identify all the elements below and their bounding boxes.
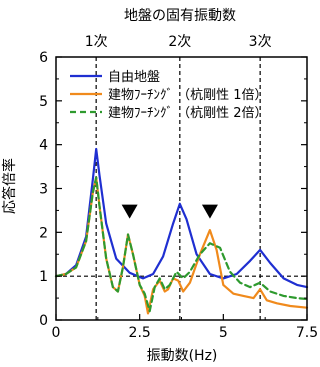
mode-label-2: 2次: [168, 34, 191, 50]
legend-label-2: 建物ﾌｰﾁﾝｸﾞ （杭剛性 1倍）: [108, 88, 268, 103]
mode-label-3: 3次: [249, 34, 272, 50]
legend-label-3: 建物ﾌｰﾁﾝｸﾞ （杭剛性 2倍）: [108, 106, 268, 121]
y-tick-label-6: 6: [39, 50, 48, 66]
x-axis-label: 振動数(Hz): [147, 348, 218, 364]
series-line-3: [54, 176, 309, 313]
top-axis-label: 地盤の固有振動数: [124, 8, 236, 24]
y-tick-label-2: 2: [39, 225, 48, 241]
x-tick-label-2: 5: [219, 325, 228, 341]
y-tick-label-0: 0: [39, 313, 48, 329]
plot-area: 1次 2次 3次 0 1 2 3 4 5 6 0 2.5 5 7.5: [39, 34, 318, 341]
peak-marker-2: [201, 204, 218, 219]
y-tick-label-3: 3: [39, 182, 48, 198]
x-tick-label-1: 2.5: [129, 325, 151, 341]
peak-marker-1: [121, 204, 138, 219]
y-tick-label-4: 4: [39, 138, 48, 154]
legend-label-1: 自由地盤: [108, 70, 160, 85]
x-tick-label-0: 0: [52, 325, 61, 341]
x-tick-label-3: 7.5: [296, 325, 318, 341]
y-tick-label-1: 1: [39, 269, 48, 285]
mode-label-1: 1次: [85, 34, 108, 50]
y-axis-label: 応答倍率: [1, 158, 18, 214]
series-line-2: [54, 176, 309, 315]
series-line-1: [54, 147, 309, 289]
y-tick-label-5: 5: [39, 94, 48, 110]
